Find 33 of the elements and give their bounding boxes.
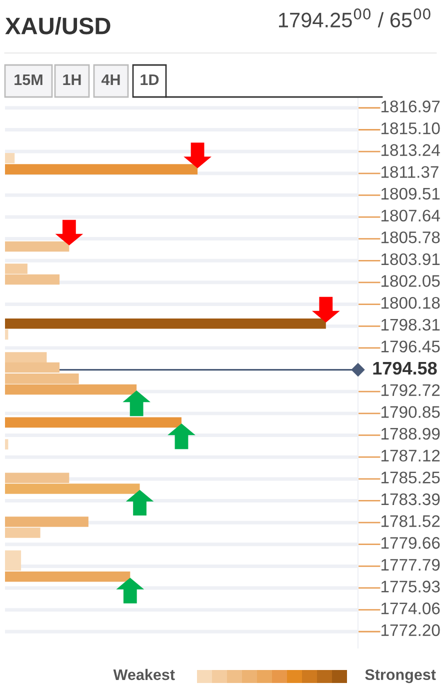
ref-line-label: 1794.58: [373, 362, 437, 375]
y-tick-label: 1790.85: [381, 406, 440, 418]
y-tick-label: 1788.99: [381, 428, 440, 440]
y-tick-label: 1787.12: [381, 450, 440, 462]
text: Strongest: [365, 669, 436, 684]
y-tick-label: 1785.25: [381, 472, 440, 484]
y-tick-label: 1809.51: [381, 188, 440, 200]
y-tick-label: 1813.24: [381, 144, 440, 156]
y-tick-label: 1775.93: [381, 580, 440, 592]
chart-title: XAU/USD: [5, 16, 110, 35]
y-tick-label: 1772.20: [381, 624, 440, 636]
y-tick-label: 1781.52: [381, 515, 440, 528]
y-tick-label: 1783.39: [381, 493, 440, 506]
y-tick-label: 1805.78: [381, 231, 440, 244]
y-tick-label: 1803.91: [381, 253, 440, 266]
y-tick-label: 1798.31: [381, 318, 440, 331]
y-tick-label: 1777.79: [381, 558, 440, 571]
y-tick-label: 1802.05: [381, 275, 440, 287]
y-tick-label: 1811.37: [381, 166, 438, 178]
y-tick-label: 1792.72: [381, 384, 440, 396]
y-tick-label: 1815.10: [381, 122, 440, 134]
y-tick-label: 1774.06: [381, 602, 440, 614]
text: 1D: [140, 74, 159, 85]
text: Weakest: [113, 668, 175, 680]
text: 15M: [14, 74, 42, 86]
text: 4H: [101, 74, 120, 85]
y-tick-label: 1779.66: [381, 537, 440, 549]
y-tick-label: 1816.97: [381, 100, 440, 112]
y-tick-label: 1796.45: [381, 340, 440, 352]
y-tick-label: 1800.18: [381, 296, 440, 309]
y-tick-label: 1807.64: [381, 210, 440, 222]
chart-subtitle: 1794.25$^{00}$ / 65$^{00}$: [279, 8, 430, 28]
text: 1H: [63, 74, 81, 85]
